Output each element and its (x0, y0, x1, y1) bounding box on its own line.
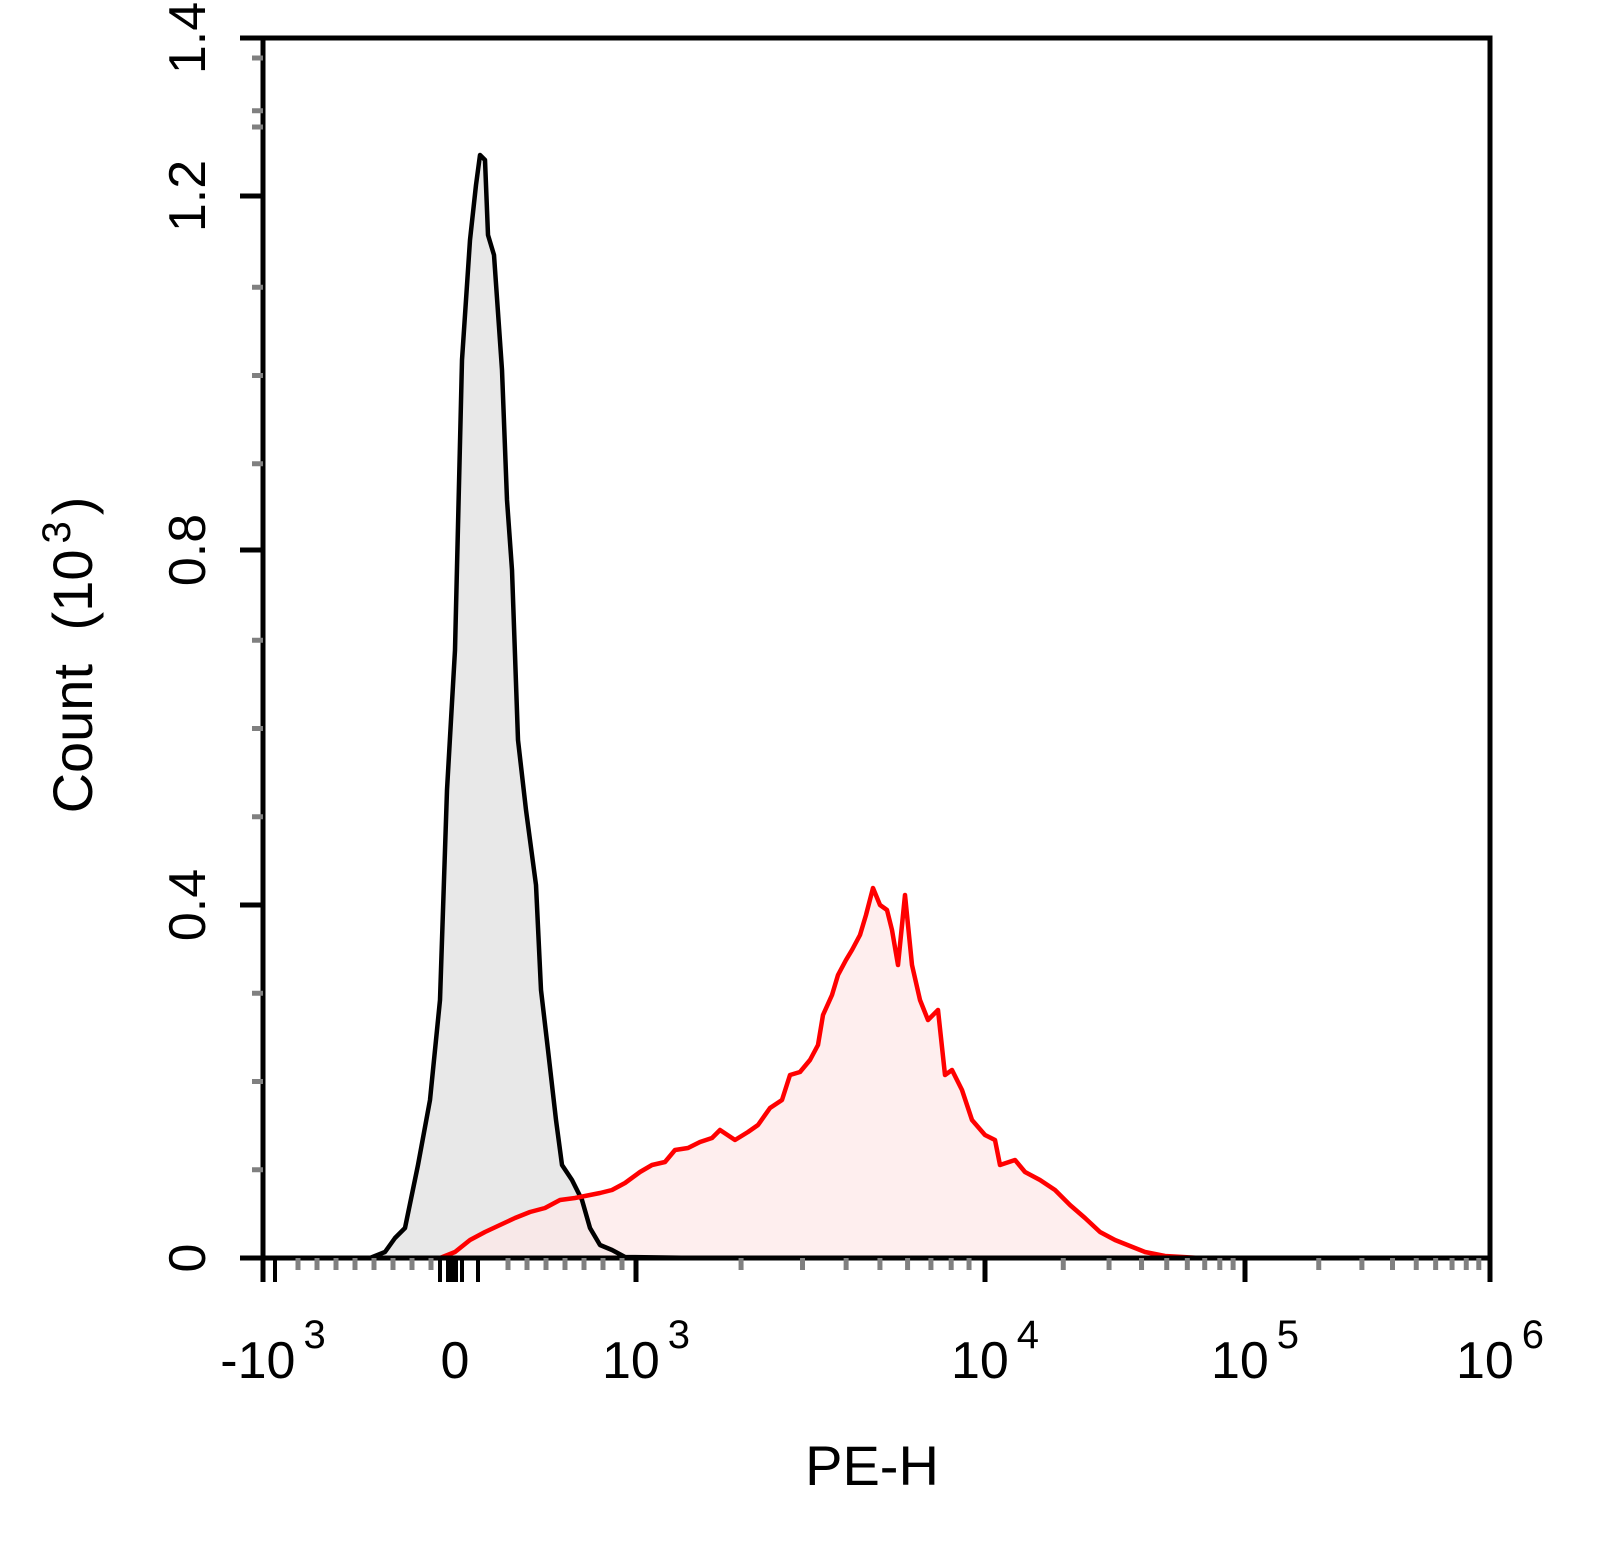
y-tick-label: 1.4 (159, 2, 217, 74)
x-axis-title: PE-H (805, 1434, 939, 1497)
y-tick-label: 0.8 (159, 514, 217, 586)
y-tick-label: 1.2 (159, 160, 217, 232)
isotype-control-fill (263, 155, 1490, 1258)
plot-frame (260, 35, 1493, 1261)
x-tick-label: 10 4 (951, 1313, 1039, 1390)
y-axis-title-main: Count (41, 664, 104, 814)
series-layer (263, 152, 1490, 1261)
x-tick-label: 0 (441, 1332, 470, 1390)
x-tick-label: 10 3 (602, 1313, 690, 1390)
PE-stained-line (263, 885, 1490, 1261)
y-axis: 0 0.4 0.8 1.2 1.4 (159, 2, 263, 1273)
y-tick-label: 0.4 (159, 869, 217, 941)
isotype-control-line (263, 152, 1490, 1261)
x-tick-label: -10 3 (220, 1313, 325, 1390)
y-minor-ticks (252, 55, 263, 1173)
x-tick-label: 10 6 (1456, 1313, 1544, 1390)
y-axis-title: Count (103) (35, 497, 104, 814)
svg-text:Count (103): Count (103) (35, 497, 104, 814)
x-axis: -10 3 0 10 3 10 4 10 5 10 6 (220, 1258, 1544, 1390)
PE-stained-fill (263, 888, 1490, 1258)
x-tick-label: 10 5 (1211, 1313, 1299, 1390)
y-tick-label: 0 (159, 1244, 217, 1273)
x-minor-ticks (295, 1258, 1482, 1270)
